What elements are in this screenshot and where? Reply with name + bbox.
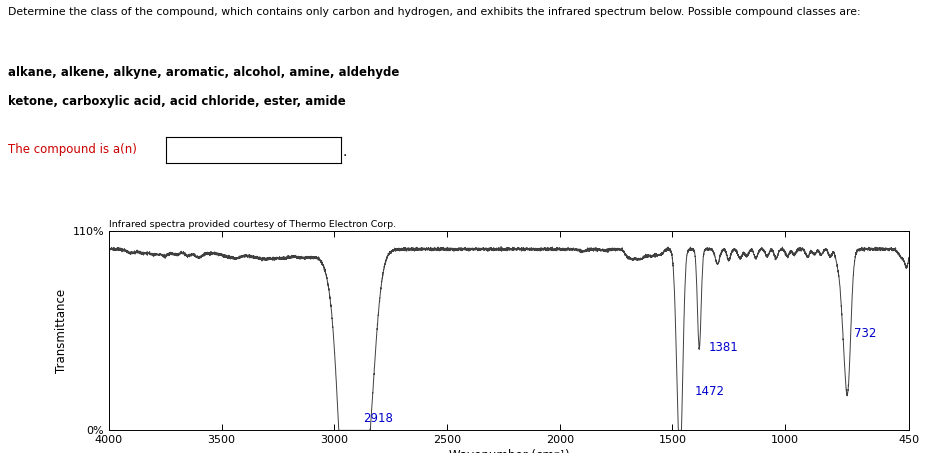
Text: Determine the class of the compound, which contains only carbon and hydrogen, an: Determine the class of the compound, whi… <box>8 7 860 17</box>
X-axis label: Wavenumber (cm⁻¹): Wavenumber (cm⁻¹) <box>449 449 569 453</box>
Text: 1472: 1472 <box>695 385 725 398</box>
Text: .: . <box>343 145 348 159</box>
Text: alkane, alkene, alkyne, aromatic, alcohol, amine, aldehyde: alkane, alkene, alkyne, aromatic, alcoho… <box>8 66 399 79</box>
Text: Infrared spectra provided courtesy of Thermo Electron Corp.: Infrared spectra provided courtesy of Th… <box>109 220 396 229</box>
Text: ketone, carboxylic acid, acid chloride, ester, amide: ketone, carboxylic acid, acid chloride, … <box>8 95 346 108</box>
Text: 732: 732 <box>854 327 876 340</box>
Text: The compound is a(n): The compound is a(n) <box>8 143 136 156</box>
Y-axis label: Transmittance: Transmittance <box>55 289 68 373</box>
Text: 1381: 1381 <box>708 341 739 354</box>
Text: 2918: 2918 <box>364 412 394 425</box>
